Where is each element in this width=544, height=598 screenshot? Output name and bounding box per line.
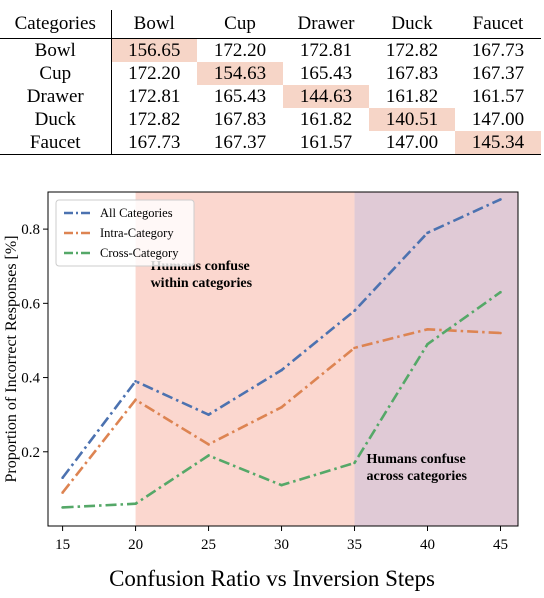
column-header: Bowl [111, 10, 197, 39]
y-axis-label: Proportion of Incorrect Responses [%] [3, 235, 20, 482]
table-cell: 167.83 [213, 109, 267, 130]
data-point [426, 328, 429, 331]
legend-entry: Intra-Category [100, 226, 174, 240]
table-cell-diagonal: 144.63 [283, 85, 369, 108]
table-cell: 165.43 [299, 63, 353, 84]
table-row: Drawer 172.81 165.43 144.63 161.82 161.5… [0, 85, 541, 108]
row-label: Faucet [0, 131, 112, 155]
data-point [280, 483, 283, 487]
data-point [499, 331, 502, 335]
table-cell-diagonal: 145.34 [455, 131, 541, 155]
table-cell: 147.00 [369, 131, 455, 155]
y-tick-label: 0.2 [21, 445, 40, 461]
region-annotation: Humans confuse [367, 452, 466, 467]
x-tick-label: 20 [128, 537, 143, 553]
region-annotation: within categories [151, 276, 253, 291]
figure-caption: Confusion Ratio vs Inversion Steps [109, 566, 435, 591]
table-cell: 147.00 [471, 109, 525, 130]
data-point [61, 506, 64, 509]
column-header: Drawer [283, 10, 369, 39]
data-point [499, 290, 502, 294]
column-header: Cup [197, 10, 283, 39]
data-point [134, 379, 137, 383]
corner-label: Categories [0, 10, 112, 39]
x-tick-label: 25 [201, 537, 216, 553]
y-tick-label: 0.4 [21, 371, 40, 387]
data-point [353, 461, 356, 465]
row-label: Cup [0, 62, 112, 85]
data-point [207, 443, 210, 446]
row-label: Bowl [0, 38, 112, 62]
table-cell-diagonal: 156.65 [111, 38, 197, 62]
data-point [280, 405, 283, 409]
table-cell: 167.83 [385, 63, 439, 84]
legend-entry: All Categories [100, 206, 173, 220]
table-cell: 165.43 [213, 86, 267, 107]
data-point [61, 491, 64, 494]
table-cell: 161.57 [471, 86, 525, 107]
legend-box [55, 199, 195, 267]
data-point [426, 342, 429, 346]
table-cell: 172.82 [385, 40, 439, 61]
x-tick-label: 40 [420, 537, 435, 553]
table-cell: 172.20 [128, 63, 181, 84]
data-point [134, 502, 137, 506]
table-cell-diagonal: 154.63 [197, 62, 283, 85]
x-tick-label: 30 [274, 537, 289, 553]
data-point [134, 398, 137, 402]
table-cell: 161.82 [299, 109, 353, 130]
data-point [280, 368, 283, 372]
y-tick-label: 0.6 [21, 296, 40, 312]
data-point [353, 346, 356, 350]
data-point [61, 476, 64, 480]
table-row: Bowl 156.65 172.20 172.81 172.82 167.73 [0, 38, 541, 62]
table-cell: 161.57 [283, 131, 369, 155]
region-annotation: across categories [367, 469, 468, 484]
confusion-table-section: Categories Bowl Cup Drawer Duck Faucet B… [0, 0, 544, 170]
table-cell: 172.20 [213, 40, 267, 61]
x-tick-label: 35 [347, 537, 362, 553]
data-point [426, 231, 429, 235]
shaded-region-1 [354, 192, 518, 526]
data-point [499, 198, 502, 201]
row-label: Drawer [0, 85, 112, 108]
x-tick-label: 15 [55, 537, 70, 553]
table-cell: 167.73 [111, 131, 197, 155]
table-cell: 172.82 [128, 109, 181, 130]
table-cell: 161.82 [385, 86, 439, 107]
table-row: Duck 172.82 167.83 161.82 140.51 147.00 [0, 108, 541, 131]
table-cell-diagonal: 140.51 [369, 108, 455, 131]
column-header: Faucet [455, 10, 541, 39]
table-cell: 167.37 [197, 131, 283, 155]
table-cell: 167.73 [471, 40, 525, 61]
data-point [207, 413, 210, 416]
data-point [207, 454, 210, 457]
confusion-table: Categories Bowl Cup Drawer Duck Faucet B… [0, 10, 541, 155]
column-header: Duck [369, 10, 455, 39]
table-cell: 172.81 [128, 86, 181, 107]
plot-frame [47, 191, 519, 527]
table-header-row: Categories Bowl Cup Drawer Duck Faucet [0, 10, 541, 39]
x-tick-label: 45 [493, 537, 508, 553]
table-cell: 172.81 [299, 40, 353, 61]
table-row: Faucet 167.73 167.37 161.57 147.00 145.3… [0, 131, 541, 155]
data-point [353, 309, 356, 313]
y-tick-label: 0.8 [21, 222, 40, 238]
table-row: Cup 172.20 154.63 165.43 167.83 167.37 [0, 62, 541, 85]
table-cell: 167.37 [471, 63, 525, 84]
row-label: Duck [0, 108, 112, 131]
legend-entry: Cross-Category [100, 246, 179, 260]
